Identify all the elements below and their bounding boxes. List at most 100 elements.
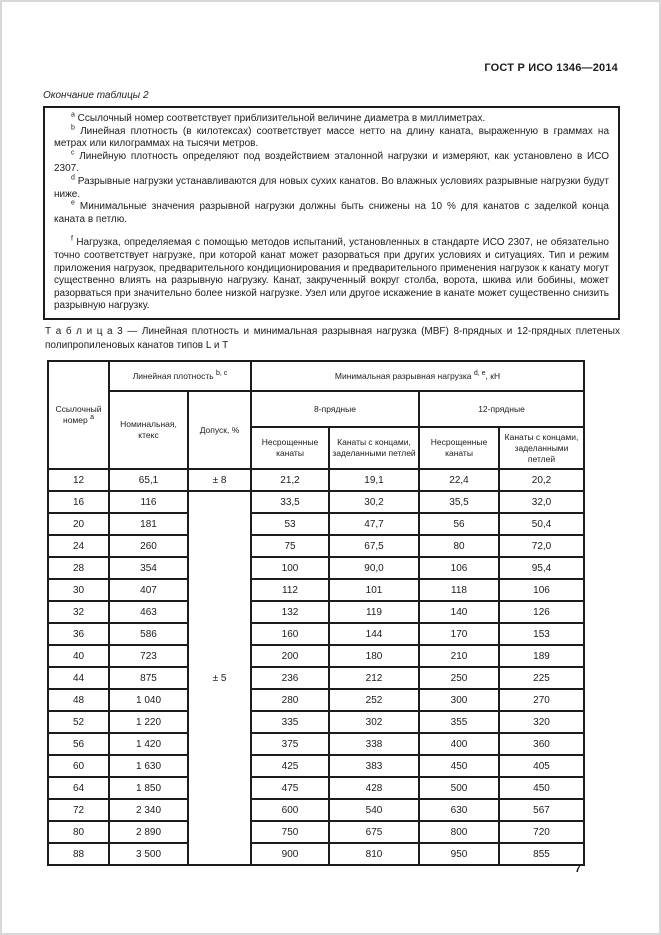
cell-mbf-12-unspliced: 56 (418, 512, 500, 536)
col-group-8-strand: 8-прядные (250, 390, 420, 428)
cell-mbf-12-eye-spliced: 153 (498, 622, 585, 646)
cell-ref-number: 12 (47, 468, 110, 492)
table-row: 12 65,1 ± 8 21,2 19,1 22,4 20,2 (47, 468, 585, 492)
col-header-eye-spliced-8: Канаты с концами, заделанными петлей (328, 426, 420, 470)
table-3: Ссылочный номер a Линейная плотность b, … (47, 360, 585, 866)
table-row: 24 260 75 67,5 80 72,0 (47, 534, 585, 558)
cell-ref-number: 48 (47, 688, 110, 712)
col-header-eye-spliced-12: Канаты с концами, заделанными петлей (498, 426, 585, 470)
cell-mbf-8-unspliced: 600 (250, 798, 330, 822)
footnote-ref-sup: d, e (473, 369, 486, 377)
cell-mbf-12-unspliced: 500 (418, 776, 500, 800)
table-row: 48 1 040 280 252 300 270 (47, 688, 585, 712)
table-row: 44 875 236 212 250 225 (47, 666, 585, 690)
cell-mbf-8-unspliced: 200 (250, 644, 330, 668)
footnote-text: Минимальные значения разрывной нагрузки … (54, 201, 609, 225)
cell-mbf-8-eye-spliced: 252 (328, 688, 420, 712)
footnote-a: a Ссылочный номер соответствует приблизи… (54, 111, 609, 126)
cell-ref-number: 72 (47, 798, 110, 822)
cell-mbf-12-eye-spliced: 405 (498, 754, 585, 778)
cell-mbf-12-eye-spliced: 72,0 (498, 534, 585, 558)
cell-mbf-8-eye-spliced: 144 (328, 622, 420, 646)
cell-mbf-8-eye-spliced: 101 (328, 578, 420, 602)
cell-mbf-8-unspliced: 475 (250, 776, 330, 800)
cell-nominal-ktex: 1 420 (108, 732, 189, 756)
footnote-text: Разрывные нагрузки устанавливаются для н… (54, 175, 609, 200)
footnotes-box: a Ссылочный номер соответствует приблизи… (43, 106, 620, 320)
footnote-b: b Линейная плотность (в килотексах) соот… (54, 124, 609, 151)
footnote-text: Линейную плотность определяют под воздей… (54, 150, 609, 175)
table-body: 12 65,1 ± 8 21,2 19,1 22,4 20,2 16 116 ± 5 33,5 30,… (47, 468, 585, 866)
cell-mbf-8-unspliced: 900 (250, 842, 330, 866)
cell-mbf-12-unspliced: 210 (418, 644, 500, 668)
cell-mbf-12-unspliced: 140 (418, 600, 500, 624)
col-header-ref-label: Ссылочный номер (55, 404, 102, 425)
table-continuation-note: Окончание таблицы 2 (43, 90, 149, 101)
col-header-unspliced-12: Несрощенные канаты (418, 426, 500, 470)
cell-ref-number: 20 (47, 512, 110, 536)
cell-mbf-8-eye-spliced: 30,2 (328, 490, 420, 514)
table-row: 72 2 340 600 540 630 567 (47, 798, 585, 822)
cell-nominal-ktex: 1 850 (108, 776, 189, 800)
footnote-marker: d (71, 174, 75, 182)
page-number: 7 (574, 863, 581, 875)
cell-mbf-12-eye-spliced: 95,4 (498, 556, 585, 580)
cell-mbf-8-eye-spliced: 302 (328, 710, 420, 734)
cell-nominal-ktex: 2 890 (108, 820, 189, 844)
cell-mbf-8-eye-spliced: 540 (328, 798, 420, 822)
cell-mbf-12-eye-spliced: 360 (498, 732, 585, 756)
cell-nominal-ktex: 1 220 (108, 710, 189, 734)
cell-mbf-8-unspliced: 100 (250, 556, 330, 580)
cell-nominal-ktex: 2 340 (108, 798, 189, 822)
cell-nominal-ktex: 181 (108, 512, 189, 536)
mbf-label: Минимальная разрывная нагрузка (334, 370, 474, 381)
cell-mbf-12-unspliced: 450 (418, 754, 500, 778)
cell-tolerance: ± 8 (187, 468, 252, 492)
cell-nominal-ktex: 65,1 (108, 468, 189, 492)
col-header-tolerance: Допуск, % (187, 390, 252, 470)
cell-ref-number: 64 (47, 776, 110, 800)
cell-mbf-12-unspliced: 250 (418, 666, 500, 690)
footnote-marker: c (71, 149, 75, 157)
cell-nominal-ktex: 875 (108, 666, 189, 690)
col-header-ref-number: Ссылочный номер a (47, 360, 110, 470)
cell-nominal-ktex: 723 (108, 644, 189, 668)
cell-mbf-8-unspliced: 280 (250, 688, 330, 712)
cell-mbf-12-unspliced: 80 (418, 534, 500, 558)
table-row: 60 1 630 425 383 450 405 (47, 754, 585, 778)
cell-mbf-12-unspliced: 800 (418, 820, 500, 844)
table-header: Ссылочный номер a Линейная плотность b, … (47, 360, 585, 470)
cell-mbf-12-unspliced: 106 (418, 556, 500, 580)
table-row: 32 463 132 119 140 126 (47, 600, 585, 624)
footnote-ref-sup: a (90, 414, 94, 422)
table-row: 80 2 890 750 675 800 720 (47, 820, 585, 844)
col-group-12-strand: 12-прядные (418, 390, 585, 428)
cell-ref-number: 28 (47, 556, 110, 580)
cell-mbf-12-eye-spliced: 720 (498, 820, 585, 844)
cell-ref-number: 32 (47, 600, 110, 624)
cell-nominal-ktex: 116 (108, 490, 189, 514)
cell-mbf-8-unspliced: 33,5 (250, 490, 330, 514)
footnote-marker: a (71, 111, 75, 119)
cell-nominal-ktex: 260 (108, 534, 189, 558)
cell-mbf-8-unspliced: 160 (250, 622, 330, 646)
cell-mbf-12-eye-spliced: 567 (498, 798, 585, 822)
cell-mbf-8-eye-spliced: 428 (328, 776, 420, 800)
table-row: 56 1 420 375 338 400 360 (47, 732, 585, 756)
cell-ref-number: 52 (47, 710, 110, 734)
cell-ref-number: 60 (47, 754, 110, 778)
footnote-text: Ссылочный номер соответствует приблизите… (74, 113, 486, 124)
table-row: 64 1 850 475 428 500 450 (47, 776, 585, 800)
footnote-f: f Нагрузка, определяемая с помощью метод… (54, 236, 609, 313)
cell-mbf-12-unspliced: 400 (418, 732, 500, 756)
cell-ref-number: 16 (47, 490, 110, 514)
cell-ref-number: 44 (47, 666, 110, 690)
cell-ref-number: 30 (47, 578, 110, 602)
footnote-text: Линейная плотность (в килотексах) соотве… (54, 125, 609, 150)
cell-mbf-12-unspliced: 170 (418, 622, 500, 646)
cell-nominal-ktex: 354 (108, 556, 189, 580)
cell-mbf-8-eye-spliced: 212 (328, 666, 420, 690)
cell-mbf-8-unspliced: 750 (250, 820, 330, 844)
cell-mbf-8-unspliced: 53 (250, 512, 330, 536)
